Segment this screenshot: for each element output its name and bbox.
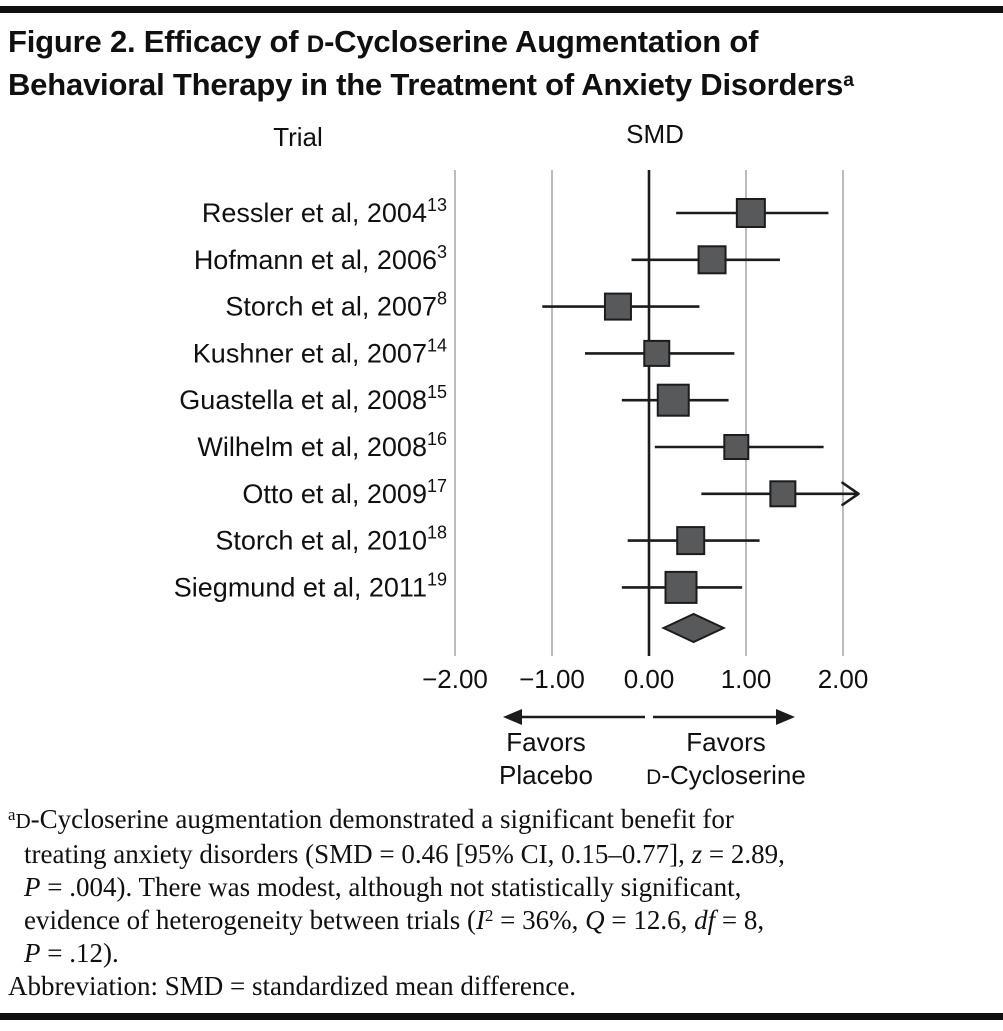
effect-square (769, 480, 797, 508)
x-tick-label: −2.00 (422, 664, 488, 694)
trial-label: Guastella et al, 200815 (179, 382, 447, 415)
footnote-line-1: aD-Cycloserine augmentation demonstrated… (8, 804, 734, 834)
effect-square (697, 245, 727, 275)
trial-label: Ressler et al, 200413 (202, 195, 447, 228)
x-tick-label: 1.00 (721, 664, 772, 694)
top-rule (0, 6, 1003, 13)
trial-label: Storch et al, 201018 (215, 523, 447, 556)
figure-title-line2: Behavioral Therapy in the Treatment of A… (8, 67, 854, 102)
effect-square (664, 570, 698, 604)
favors-placebo-label-line2: Placebo (499, 760, 593, 790)
footnote: aD-Cycloserine augmentation demonstrated… (8, 803, 996, 1003)
trial-label: Storch et al, 20078 (225, 289, 447, 322)
smd-column-header: SMD (626, 120, 684, 149)
trial-label: Kushner et al, 200714 (193, 335, 447, 368)
figure-title-line1: Figure 2. Efficacy of D-Cycloserine Augm… (8, 24, 759, 59)
favors-dcycloserine-label-line2: D-Cycloserine (646, 760, 806, 790)
trial-column-header: Trial (273, 122, 323, 152)
effect-square (723, 434, 750, 460)
favors-placebo-label-line1: Favors (506, 727, 585, 757)
footnote-line-3: P = .004). There was modest, although no… (24, 872, 742, 902)
footnote-line-2: treating anxiety disorders (SMD = 0.46 [… (24, 839, 785, 869)
effect-square (676, 526, 706, 556)
trial-label: Siegmund et al, 201119 (174, 569, 447, 602)
favors-dcycloserine-arrowhead (776, 709, 795, 725)
trial-label: Otto et al, 200917 (242, 476, 447, 509)
overall-diamond (661, 612, 727, 644)
x-tick-label: 2.00 (818, 664, 869, 694)
favors-placebo-arrowhead (503, 709, 522, 725)
trial-label: Wilhelm et al, 200816 (197, 429, 447, 462)
footnote-line-5: P = .12). (24, 938, 119, 968)
forest-plot: Trial SMD −2.00 −1.00 0.00 1.00 2.00 Ressler et… (174, 120, 869, 790)
bottom-rule (0, 1013, 1003, 1020)
figure-title: Figure 2. Efficacy of D-Cycloserine Augm… (8, 22, 854, 105)
effect-square (603, 292, 632, 321)
favors-dcycloserine-label-line1: Favors (686, 727, 765, 757)
abbreviation-note: Abbreviation: SMD = standardized mean di… (8, 971, 577, 1001)
x-tick-label: 0.00 (624, 664, 675, 694)
effect-square (656, 383, 690, 417)
trial-label: Hofmann et al, 20063 (194, 242, 447, 275)
effect-square (735, 198, 766, 228)
ci-arrowhead (841, 481, 860, 507)
footnote-line-4: evidence of heterogeneity between trials… (24, 905, 765, 935)
effect-square (643, 339, 671, 367)
x-tick-label: −1.00 (519, 664, 585, 694)
